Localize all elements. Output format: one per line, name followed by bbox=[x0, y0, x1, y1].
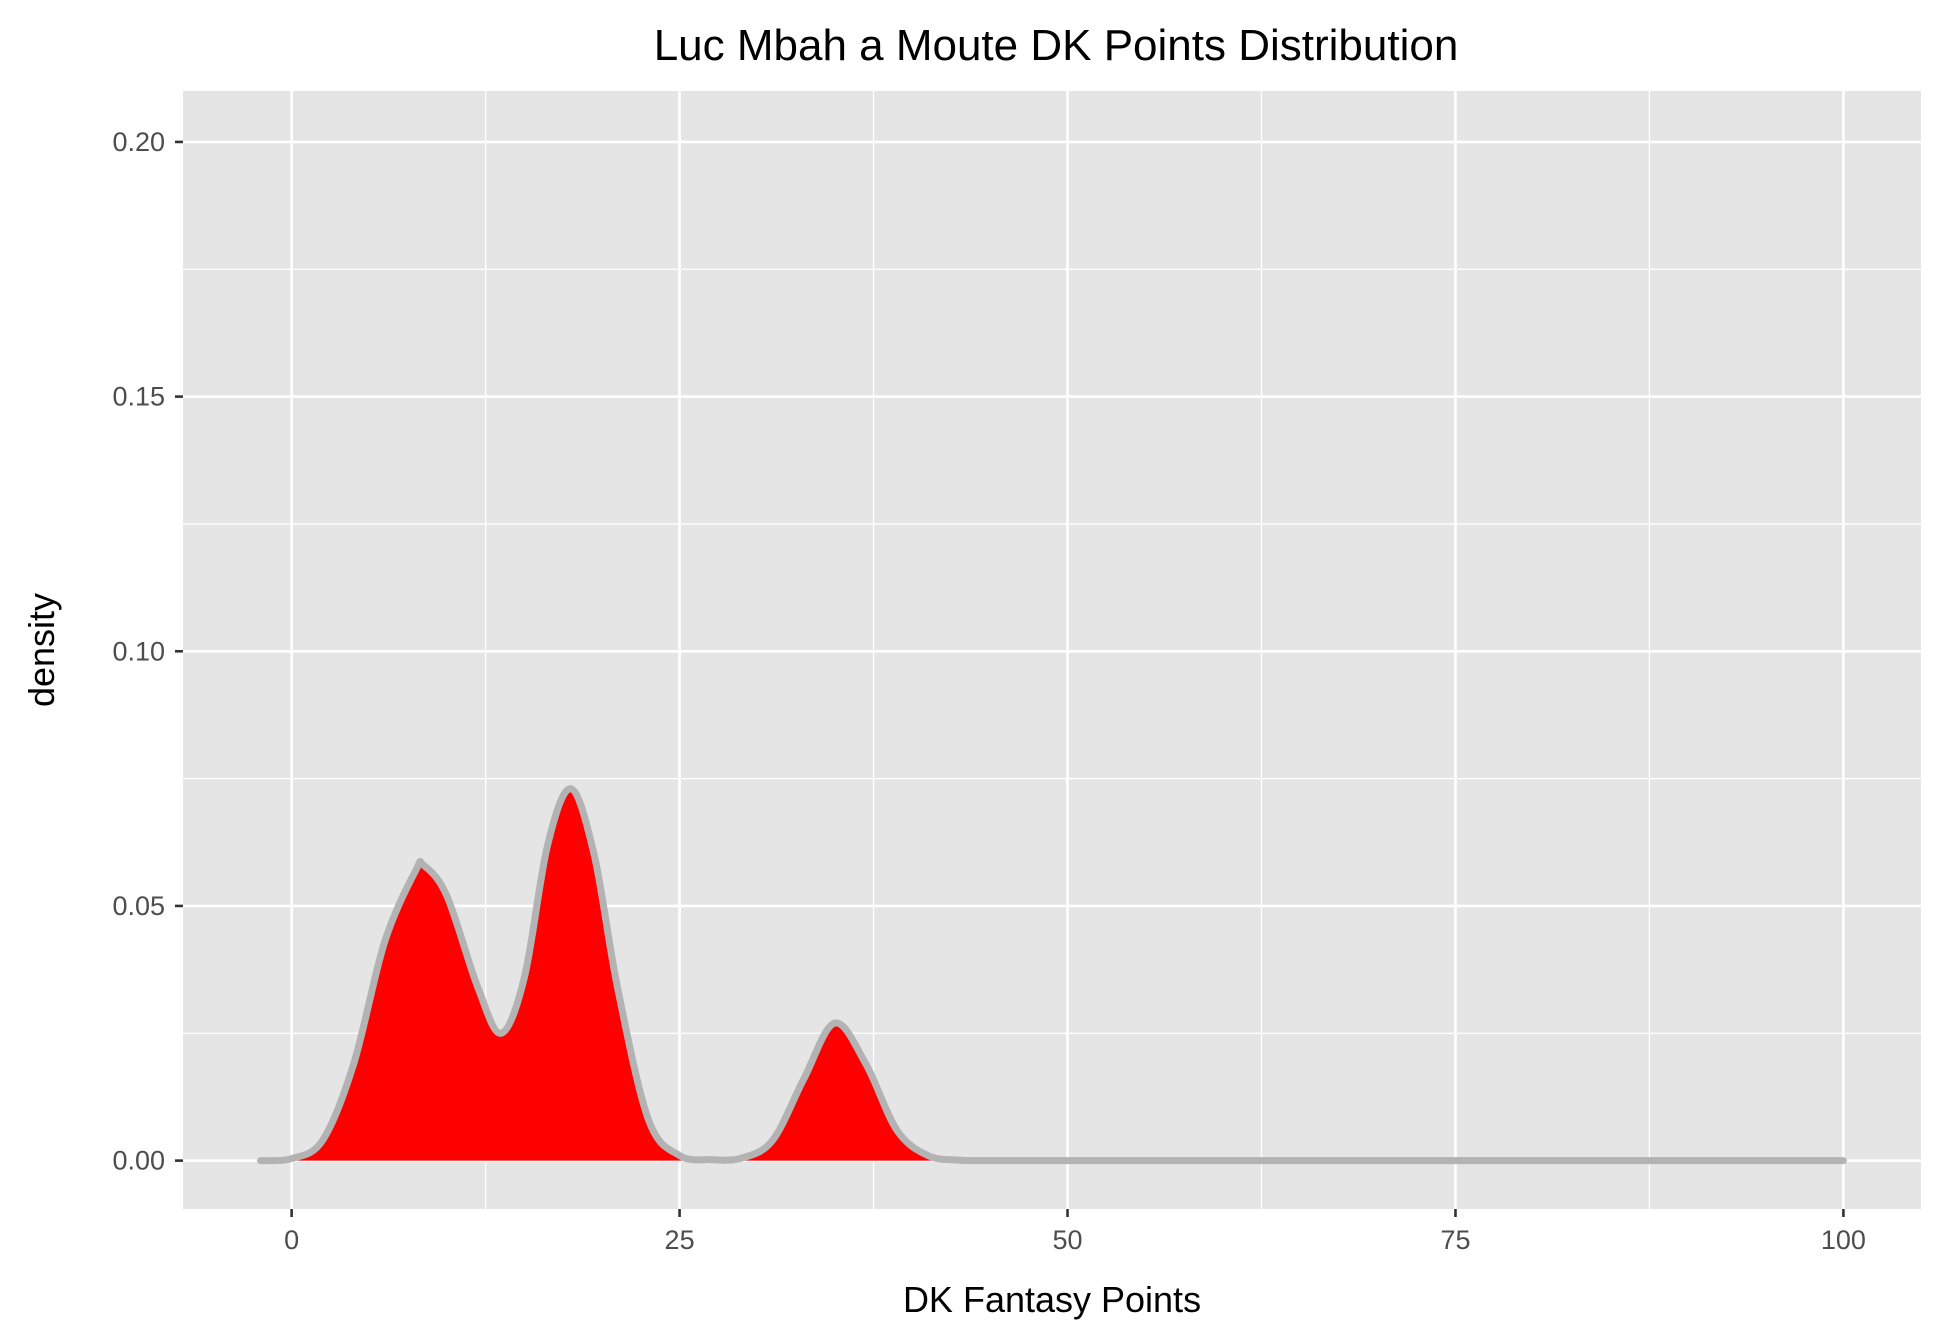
x-axis-title: DK Fantasy Points bbox=[903, 1279, 1201, 1320]
x-tick-label: 100 bbox=[1821, 1225, 1866, 1255]
density-line bbox=[257, 785, 1847, 1165]
y-axis-title: density bbox=[21, 593, 62, 707]
x-tick-label: 50 bbox=[1052, 1225, 1082, 1255]
y-axis: 0.00 0.05 0.10 0.15 0.20 bbox=[112, 127, 183, 1176]
y-tick-label: 0.05 bbox=[112, 891, 165, 921]
y-tick-label: 0.00 bbox=[112, 1146, 165, 1176]
density-layer bbox=[257, 785, 1847, 1165]
y-tick-label: 0.20 bbox=[112, 127, 165, 157]
density-area bbox=[260, 788, 1844, 1161]
y-tick-label: 0.10 bbox=[112, 636, 165, 666]
x-axis: 0 25 50 75 100 bbox=[284, 1209, 1866, 1255]
x-tick-label: 0 bbox=[284, 1225, 299, 1255]
x-tick-label: 25 bbox=[665, 1225, 695, 1255]
chart-title: Luc Mbah a Moute DK Points Distribution bbox=[654, 21, 1459, 70]
x-tick-label: 75 bbox=[1440, 1225, 1470, 1255]
y-tick-label: 0.15 bbox=[112, 382, 165, 412]
